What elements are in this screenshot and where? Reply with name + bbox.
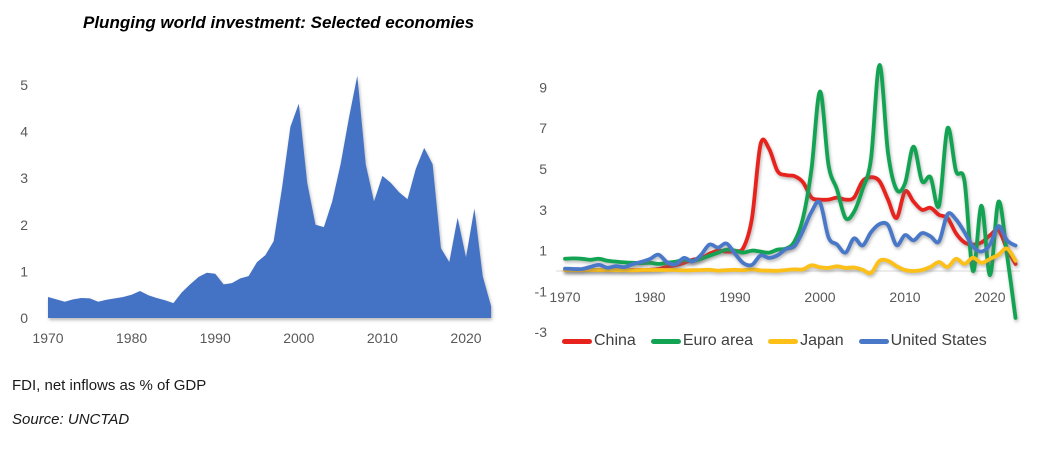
- legend-label: United States: [890, 332, 987, 349]
- x-tick-label: 2020: [974, 289, 1005, 305]
- legend-label: Euro area: [682, 332, 754, 349]
- y-tick-label: 3: [539, 202, 547, 218]
- x-tick-label: 1980: [634, 289, 665, 305]
- y-tick-label: -3: [535, 324, 548, 340]
- legend-label: China: [594, 332, 636, 349]
- x-tick-label: 2010: [889, 289, 920, 305]
- legend-item-china: China: [562, 332, 636, 350]
- japan-legend-marker: [768, 338, 799, 344]
- y-tick-label: 1: [539, 243, 547, 259]
- x-tick-label: 1980: [116, 330, 147, 346]
- y-tick-label: 2: [20, 217, 28, 233]
- world-area-chart: 0 1 2 3 4 5 1970 1980 1990 2000 2010 2020: [0, 60, 520, 360]
- legend-item-japan: Japan: [768, 332, 844, 350]
- euro-area-line: [563, 63, 1018, 320]
- chart-title: Plunging world investment: Selected econ…: [83, 13, 475, 32]
- x-tick-label: 2000: [804, 289, 835, 305]
- x-tick-label: 1990: [200, 330, 231, 346]
- source-note: Source: UNCTAD: [12, 411, 130, 428]
- x-tick-label: 2000: [283, 330, 314, 346]
- y-tick-label: 7: [539, 120, 547, 136]
- chart-legend: China Euro area Japan United States: [562, 332, 987, 350]
- legend-item-united-states: United States: [858, 332, 987, 350]
- x-tick-label: 1970: [549, 289, 580, 305]
- x-tick-label: 1970: [32, 330, 63, 346]
- world-area-chart-svg: 0 1 2 3 4 5 1970 1980 1990 2000 2010 2020: [20, 75, 492, 346]
- china-legend-marker: [562, 338, 592, 344]
- y-tick-label: 3: [20, 170, 28, 186]
- economies-line-chart: -3 -1 1 3 5 7 9 1970 1980 1990 2000 2010 2020 China E…: [520, 55, 1050, 451]
- china-line: [563, 137, 1018, 272]
- world-area-shape: [48, 75, 492, 318]
- y-tick-label: 4: [20, 124, 28, 140]
- x-tick-label: 2020: [450, 330, 481, 346]
- economies-line-chart-svg: -3 -1 1 3 5 7 9 1970 1980 1990 2000 2010 2020: [535, 63, 1020, 340]
- y-tick-label: -1: [535, 283, 548, 299]
- y-tick-label: 5: [539, 161, 547, 177]
- y-tick-label: 0: [20, 310, 28, 326]
- y-tick-label: 5: [20, 77, 28, 93]
- united-states-line: [563, 199, 1018, 272]
- y-tick-label: 1: [20, 263, 28, 279]
- x-tick-label: 2010: [367, 330, 398, 346]
- legend-label: Japan: [800, 332, 844, 349]
- united-states-legend-marker: [858, 338, 889, 344]
- legend-item-euro-area: Euro area: [650, 332, 754, 350]
- euro-area-legend-marker: [650, 338, 681, 344]
- y-tick-label: 9: [539, 79, 547, 95]
- chart-caption: FDI, net inflows as % of GDP: [12, 377, 207, 394]
- japan-line: [563, 246, 1018, 276]
- x-tick-label: 1990: [719, 289, 750, 305]
